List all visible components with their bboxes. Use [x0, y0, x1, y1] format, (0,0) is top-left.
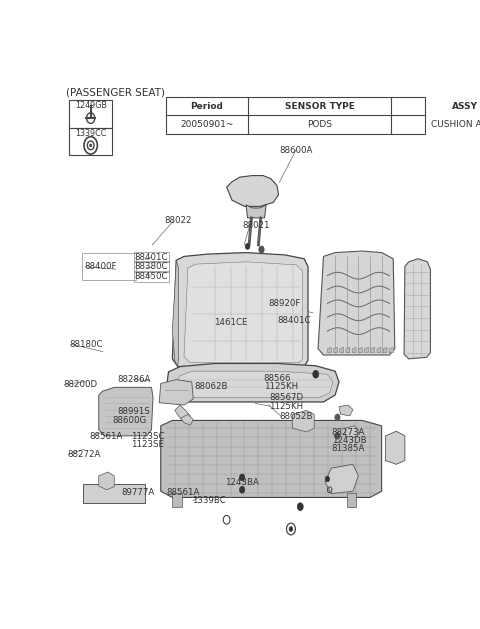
Circle shape — [245, 243, 250, 249]
Polygon shape — [292, 411, 314, 432]
Text: 1461CE: 1461CE — [215, 318, 248, 327]
Text: 88062B: 88062B — [194, 382, 228, 391]
Polygon shape — [167, 364, 339, 402]
Text: 1125KH: 1125KH — [264, 382, 298, 391]
Text: 88566: 88566 — [264, 374, 291, 382]
Text: 88021: 88021 — [242, 221, 270, 230]
Text: 1243DB: 1243DB — [332, 436, 366, 445]
Circle shape — [325, 476, 330, 482]
Polygon shape — [246, 205, 266, 218]
Polygon shape — [365, 347, 369, 353]
Polygon shape — [99, 387, 153, 436]
Text: 1243BA: 1243BA — [225, 478, 259, 487]
Bar — [133, 262, 169, 272]
Polygon shape — [159, 380, 193, 405]
Polygon shape — [318, 251, 395, 355]
Polygon shape — [352, 347, 356, 353]
Polygon shape — [385, 431, 405, 464]
Circle shape — [297, 503, 303, 511]
Polygon shape — [175, 371, 333, 398]
Text: 88561A: 88561A — [166, 487, 199, 496]
Polygon shape — [377, 347, 381, 353]
Circle shape — [90, 144, 92, 147]
Text: 88273A: 88273A — [332, 428, 365, 437]
Text: 1339CC: 1339CC — [75, 129, 107, 138]
Text: 88401C: 88401C — [134, 253, 168, 262]
Text: 88401C: 88401C — [277, 316, 311, 325]
Circle shape — [313, 370, 319, 378]
Bar — [133, 252, 169, 262]
Bar — [69, 99, 112, 128]
Polygon shape — [334, 347, 337, 353]
Polygon shape — [83, 484, 145, 503]
Bar — [69, 128, 112, 155]
Text: 88567D: 88567D — [269, 393, 303, 402]
Circle shape — [335, 433, 340, 439]
Text: 88400F: 88400F — [84, 262, 117, 271]
Text: (PASSENGER SEAT): (PASSENGER SEAT) — [66, 87, 165, 97]
Text: 88272A: 88272A — [67, 450, 101, 459]
Text: 88022: 88022 — [164, 216, 192, 225]
Polygon shape — [359, 347, 362, 353]
Polygon shape — [371, 347, 375, 353]
Polygon shape — [184, 262, 302, 363]
Circle shape — [240, 486, 245, 493]
Text: 88200D: 88200D — [64, 380, 98, 389]
Text: 88052B: 88052B — [279, 412, 313, 421]
Text: 1123SE: 1123SE — [131, 440, 164, 449]
Text: SENSOR TYPE: SENSOR TYPE — [285, 102, 354, 111]
Text: 88380C: 88380C — [134, 262, 168, 271]
Circle shape — [335, 414, 340, 421]
Text: 88180C: 88180C — [69, 340, 103, 349]
Text: 88286A: 88286A — [118, 375, 151, 384]
Polygon shape — [227, 175, 278, 206]
Polygon shape — [389, 347, 393, 353]
Text: 1123SC: 1123SC — [131, 431, 164, 441]
Circle shape — [259, 246, 264, 253]
Text: 88600A: 88600A — [279, 146, 313, 155]
Polygon shape — [327, 347, 331, 353]
Polygon shape — [172, 493, 181, 507]
Bar — [166, 97, 424, 133]
Text: 1339BC: 1339BC — [192, 496, 226, 505]
Circle shape — [240, 474, 245, 481]
Text: 81385A: 81385A — [332, 445, 365, 454]
Polygon shape — [175, 405, 190, 420]
Polygon shape — [181, 415, 193, 425]
Bar — [133, 271, 169, 282]
Polygon shape — [346, 347, 350, 353]
Polygon shape — [172, 253, 308, 367]
Text: 88991S: 88991S — [118, 407, 150, 416]
Bar — [83, 253, 136, 280]
Polygon shape — [99, 472, 114, 490]
Polygon shape — [347, 493, 356, 507]
Circle shape — [289, 526, 293, 532]
Polygon shape — [404, 259, 431, 359]
Text: Period: Period — [191, 102, 223, 111]
Text: 88920F: 88920F — [268, 299, 300, 308]
Text: ASSY: ASSY — [452, 102, 478, 111]
Text: PODS: PODS — [307, 120, 332, 129]
Polygon shape — [383, 347, 387, 353]
Polygon shape — [339, 405, 353, 416]
Text: 88450C: 88450C — [134, 272, 168, 281]
Polygon shape — [161, 420, 382, 498]
Text: 88561A: 88561A — [90, 431, 123, 441]
Text: 1249GB: 1249GB — [75, 101, 107, 110]
Polygon shape — [325, 464, 359, 494]
Text: CUSHION ASSY: CUSHION ASSY — [431, 120, 480, 129]
Text: 20050901~: 20050901~ — [180, 120, 234, 129]
Polygon shape — [340, 347, 344, 353]
Polygon shape — [345, 426, 359, 437]
Text: 1125KH: 1125KH — [269, 402, 303, 411]
Text: 89777A: 89777A — [121, 487, 155, 496]
Polygon shape — [172, 260, 179, 367]
Text: 88600G: 88600G — [112, 416, 146, 425]
